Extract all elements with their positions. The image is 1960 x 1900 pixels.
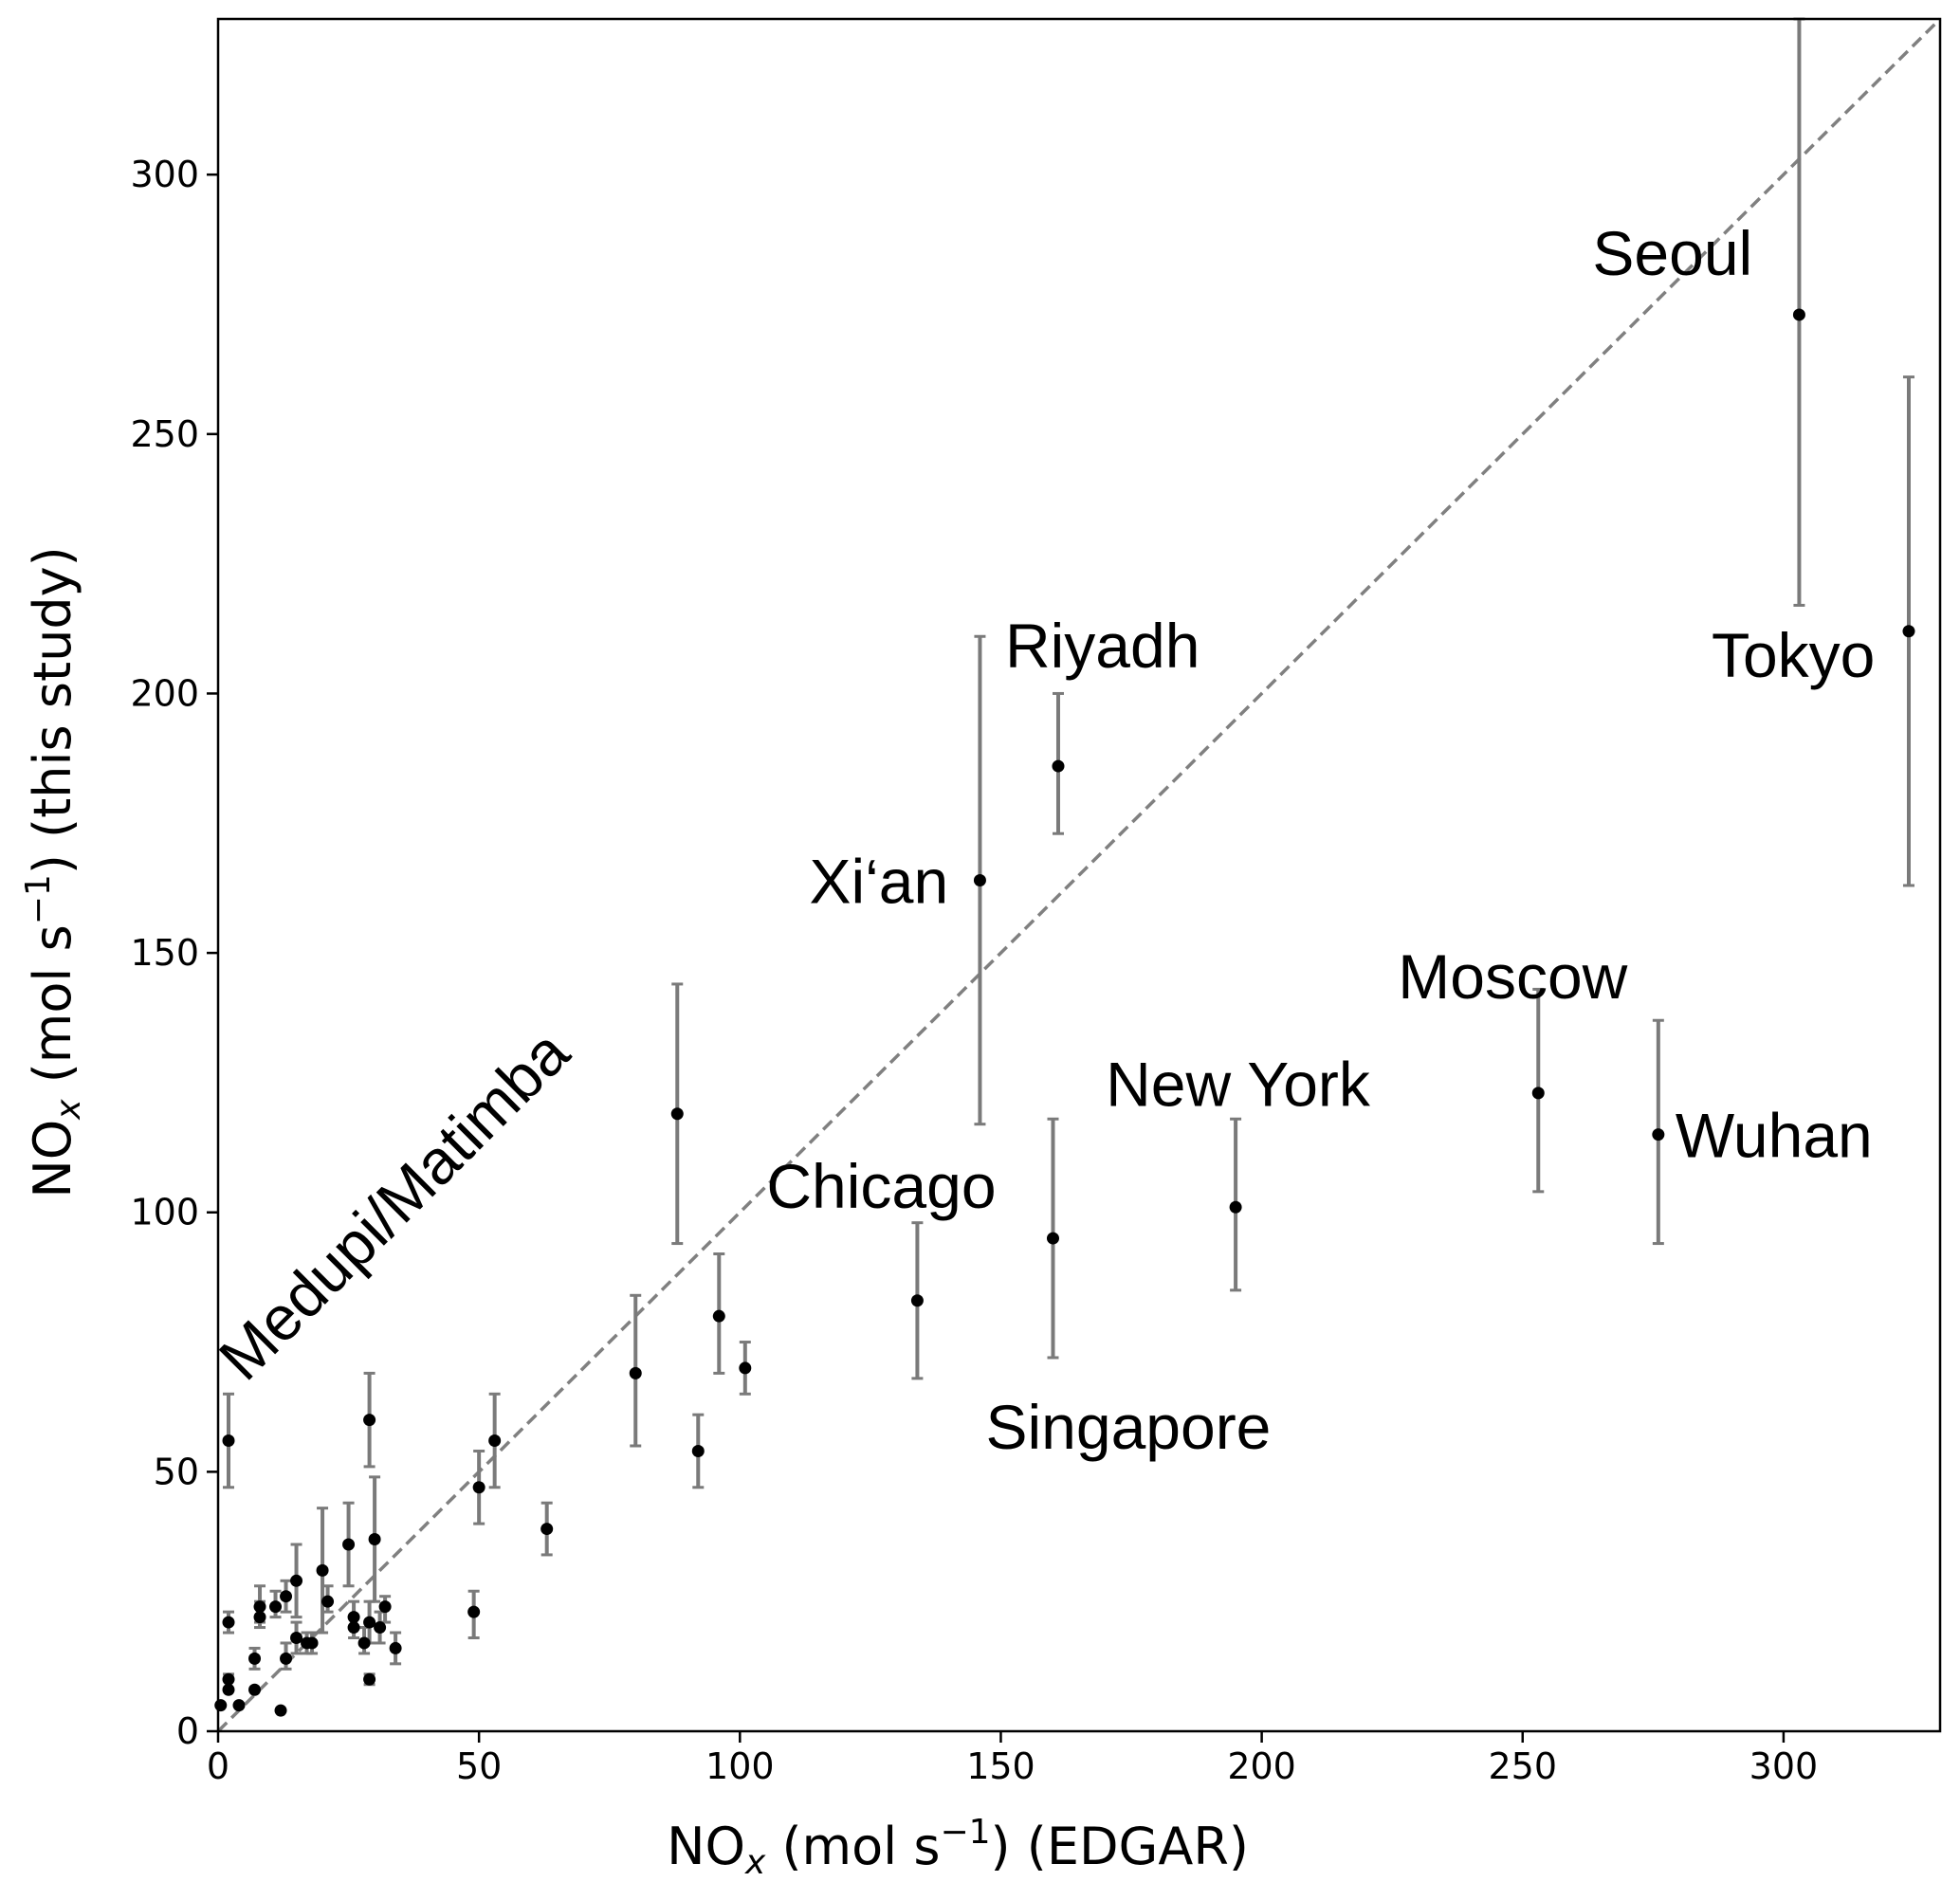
y-tick-label: 200 (130, 672, 199, 714)
data-point (739, 1361, 752, 1375)
ticks-group: 0 50 100 150 200 250 300 0 50 100 150 200 250 300 (130, 154, 1818, 1787)
data-point-new-york (1229, 1200, 1242, 1214)
data-point-tokyo (1902, 625, 1915, 638)
data-point (222, 1683, 235, 1696)
data-point-medupi-matimba (222, 1434, 235, 1448)
data-point (342, 1538, 356, 1551)
x-tick-label: 150 (966, 1745, 1035, 1787)
data-point (316, 1563, 329, 1577)
data-point (363, 1414, 376, 1427)
city-labels-group: Seoul Tokyo Riyadh Xi‘an Moscow Wuhan New York… (206, 218, 1876, 1462)
data-point (222, 1672, 235, 1686)
data-point (472, 1481, 485, 1494)
x-tick-label: 0 (207, 1745, 229, 1787)
data-point (274, 1704, 287, 1717)
data-point (467, 1605, 481, 1618)
x-tick-label: 300 (1749, 1745, 1819, 1787)
data-point-wuhan (1652, 1128, 1665, 1142)
y-tick-label: 50 (154, 1451, 199, 1492)
data-point (253, 1600, 266, 1614)
data-point-seoul (1792, 308, 1805, 321)
city-label-riyadh: Riyadh (1005, 611, 1200, 681)
y-tick-label: 150 (130, 932, 199, 974)
x-axis-title: NOx (mol s−1) (EDGAR) (667, 1813, 1249, 1882)
data-point (290, 1631, 303, 1644)
city-label-moscow: Moscow (1398, 941, 1627, 1012)
data-point (363, 1672, 376, 1686)
data-point (290, 1574, 303, 1587)
data-point (540, 1523, 554, 1536)
data-point-riyadh (1052, 759, 1065, 773)
y-tick-label: 250 (130, 413, 199, 455)
y-tick-label: 100 (130, 1192, 199, 1233)
city-label-new-york: New York (1106, 1049, 1371, 1119)
data-point (214, 1699, 228, 1712)
y-tick-label: 0 (176, 1710, 199, 1752)
data-point (321, 1595, 335, 1608)
plot-frame (216, 17, 1942, 1733)
city-label-wuhan: Wuhan (1676, 1101, 1873, 1171)
data-point (389, 1641, 402, 1654)
data-point-chicago (910, 1294, 924, 1307)
data-point (222, 1616, 235, 1629)
data-point-xi-an (973, 873, 986, 886)
data-point (374, 1621, 387, 1635)
data-point (357, 1636, 371, 1650)
data-point-moscow (1531, 1087, 1545, 1100)
data-point (363, 1616, 376, 1629)
city-label-medupi-matimba: Medupi/Matimba (206, 1016, 583, 1394)
data-point (305, 1636, 319, 1650)
data-point (629, 1366, 642, 1379)
data-point (347, 1611, 360, 1624)
data-point (347, 1621, 360, 1635)
city-label-chicago: Chicago (766, 1151, 996, 1221)
x-tick-label: 50 (456, 1745, 502, 1787)
data-point (253, 1611, 266, 1624)
city-label-xi-an: Xi‘an (809, 846, 948, 916)
data-point (691, 1444, 705, 1457)
x-tick-label: 250 (1488, 1745, 1557, 1787)
data-point (368, 1533, 381, 1546)
data-point (232, 1699, 246, 1712)
data-point (280, 1590, 293, 1603)
data-point (248, 1652, 262, 1665)
data-point (712, 1309, 725, 1323)
one-to-one-line (216, 17, 1942, 1733)
city-label-tokyo: Tokyo (1712, 620, 1875, 690)
points-group (214, 308, 1915, 1717)
y-axis-title: NOx (mol s−1) (this study) (19, 546, 88, 1197)
data-point (670, 1107, 684, 1121)
axes-group (216, 17, 1942, 1733)
data-point (280, 1652, 293, 1665)
x-tick-label: 200 (1227, 1745, 1296, 1787)
data-point (378, 1600, 392, 1614)
reference-line-group (216, 17, 1942, 1733)
city-label-singapore: Singapore (985, 1392, 1271, 1462)
x-tick-label: 100 (705, 1745, 775, 1787)
data-point (248, 1683, 262, 1696)
y-tick-label: 300 (130, 154, 199, 195)
data-point (269, 1600, 283, 1614)
city-label-seoul: Seoul (1592, 218, 1752, 288)
data-point-singapore (1046, 1232, 1059, 1245)
data-point (488, 1434, 502, 1448)
